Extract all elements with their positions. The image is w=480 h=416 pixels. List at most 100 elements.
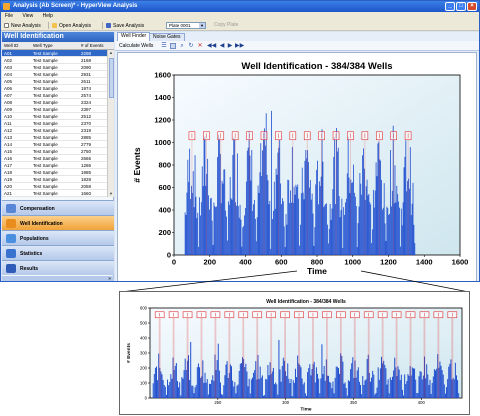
copy-plate-button[interactable]: Copy Plate (214, 22, 238, 28)
close-button[interactable]: × (467, 2, 477, 11)
table-row[interactable]: A07 Test Sample 2574 (2, 92, 107, 99)
nav-expand-icon[interactable]: » (2, 276, 114, 281)
event-bar (229, 176, 231, 255)
minimize-button[interactable]: _ (445, 2, 455, 11)
panel-title: Well Identification (2, 32, 114, 42)
nav-well-identification[interactable]: Well Identification (2, 215, 114, 230)
well-boundary (191, 139, 193, 255)
open-analysis-button[interactable]: Open Analysis (52, 22, 91, 29)
event-bar (161, 374, 163, 398)
open-analysis-label: Open Analysis (59, 22, 91, 29)
event-bar (299, 365, 301, 398)
event-bar (228, 372, 230, 398)
well-type-cell: Test Sample (33, 79, 58, 84)
table-row[interactable]: A01 Test Sample 2298 (2, 50, 107, 57)
y-tick-label: 1600 (154, 71, 171, 80)
event-bar (351, 363, 353, 398)
table-row[interactable]: A20 Test Sample 2058 (2, 183, 107, 190)
table-row[interactable]: A15 Test Sample 2750 (2, 148, 107, 155)
scroll-down-icon[interactable]: ▼ (109, 191, 113, 196)
table-scrollbar[interactable]: ▲ ▼ (107, 50, 114, 197)
event-bar (319, 186, 321, 255)
table-row[interactable]: A08 Test Sample 2324 (2, 99, 107, 106)
event-bar (205, 185, 207, 255)
table-row[interactable]: A12 Test Sample 2319 (2, 127, 107, 134)
table-row[interactable]: A05 Test Sample 2611 (2, 78, 107, 85)
calculate-wells-button[interactable]: Calculate Wells (119, 43, 154, 49)
pan-icon[interactable]: ↻ (188, 43, 194, 49)
first-page-icon[interactable]: ◀◀ (207, 43, 217, 49)
table-row[interactable]: A17 Test Sample 1286 (2, 162, 107, 169)
well-boundary (256, 317, 259, 398)
maximize-button[interactable]: □ (456, 2, 466, 11)
menu-help[interactable]: Help (42, 13, 53, 19)
nav-populations[interactable]: Populations (2, 230, 114, 245)
nav-statistics[interactable]: Statistics (2, 245, 114, 260)
event-bar (390, 150, 391, 255)
event-bar (262, 395, 264, 398)
event-count-cell: 2931 (81, 72, 92, 77)
table-row[interactable]: A09 Test Sample 2397 (2, 106, 107, 113)
zoom-icon[interactable]: ⌕ (180, 43, 184, 49)
table-row[interactable]: A18 Test Sample 1985 (2, 169, 107, 176)
table-row[interactable]: A02 Test Sample 2168 (2, 57, 107, 64)
event-bar (301, 378, 303, 398)
event-bar (157, 380, 159, 398)
scroll-up-icon[interactable]: ▲ (109, 50, 113, 55)
previous-icon[interactable]: ◀ (219, 43, 225, 49)
table-row[interactable]: A19 Test Sample 1828 (2, 176, 107, 183)
event-bar (353, 164, 354, 255)
event-bar (212, 244, 214, 255)
column-header[interactable]: Well ID (4, 43, 19, 48)
well-boundary (407, 139, 409, 255)
tab-noise-gates[interactable]: Noise Gates (149, 33, 185, 41)
select-tool-icon[interactable] (170, 43, 176, 49)
event-bar (224, 169, 226, 255)
event-bar (390, 206, 392, 255)
next-icon[interactable]: ▶ (227, 43, 233, 49)
menu-view[interactable]: View (22, 13, 34, 19)
well-id-cell: A15 (4, 149, 13, 154)
event-bar (402, 202, 404, 255)
table-row[interactable]: A13 Test Sample 2885 (2, 134, 107, 141)
event-bar (312, 364, 314, 398)
menu-file[interactable]: File (5, 13, 14, 19)
list-icon[interactable]: ☰ (161, 43, 167, 49)
event-bar (432, 376, 434, 398)
populations-icon (6, 234, 16, 243)
nav-results[interactable]: Results (2, 260, 114, 275)
tab-well-finder[interactable]: Well Finder (117, 32, 151, 41)
event-bar (318, 181, 320, 255)
event-count-cell: 1985 (81, 170, 92, 175)
well-identification-chart[interactable]: Well Identification - 384/384 Wells 0 200 4… (118, 53, 476, 281)
event-bar (276, 174, 278, 255)
table-row[interactable]: A14 Test Sample 2779 (2, 141, 107, 148)
table-row[interactable]: A21 Test Sample 1660 (2, 190, 107, 197)
event-bar (423, 356, 425, 398)
well-markers (188, 131, 412, 255)
nav-compensation[interactable]: Compensation (2, 200, 114, 215)
event-bar (381, 209, 383, 255)
event-bar (408, 178, 409, 255)
delete-icon[interactable]: ✕ (197, 43, 203, 49)
new-analysis-button[interactable]: New Analysis (4, 22, 41, 29)
column-header[interactable]: Well Type (33, 43, 53, 48)
y-tick-label: 200 (140, 365, 148, 370)
table-row[interactable]: A16 Test Sample 2665 (2, 155, 107, 162)
column-header[interactable]: # of Events (81, 43, 104, 48)
table-row[interactable]: A11 Test Sample 2370 (2, 120, 107, 127)
event-bar (321, 344, 323, 398)
event-bar (350, 369, 352, 398)
table-row[interactable]: A06 Test Sample 1974 (2, 85, 107, 92)
well-id-cell: A19 (4, 177, 13, 182)
table-row[interactable]: A04 Test Sample 2931 (2, 71, 107, 78)
scroll-thumb[interactable] (109, 58, 114, 98)
plate-dropdown[interactable]: Plate 0001 ▼ (166, 22, 206, 29)
last-page-icon[interactable]: ▶▶ (235, 43, 245, 49)
save-analysis-button[interactable]: Save Analysis (106, 22, 144, 29)
event-bar (235, 202, 236, 255)
table-row[interactable]: A10 Test Sample 2512 (2, 113, 107, 120)
table-row[interactable]: A03 Test Sample 2090 (2, 64, 107, 71)
event-bar (226, 216, 227, 255)
event-bar (409, 366, 411, 398)
